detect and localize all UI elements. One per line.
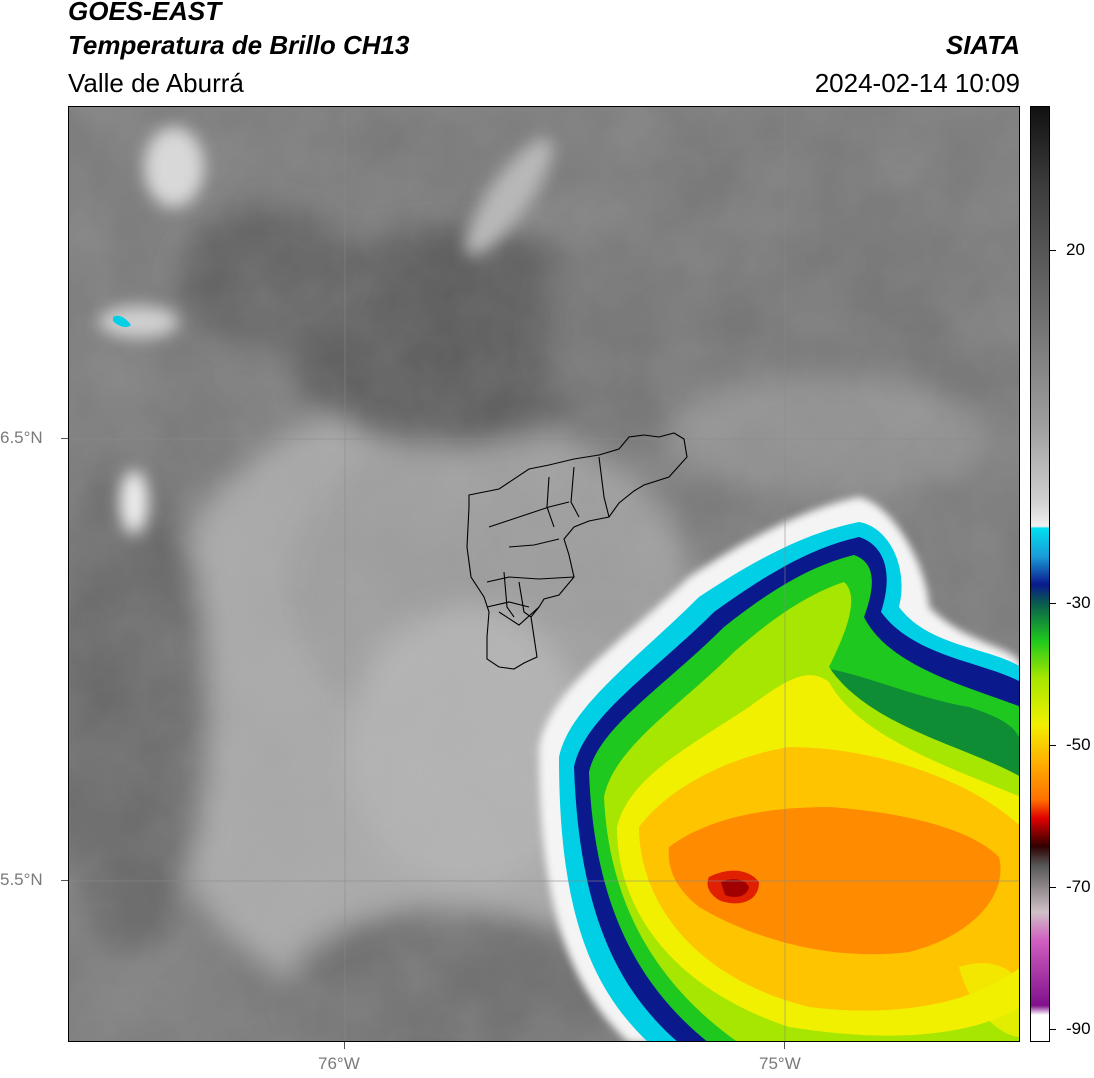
lat-tick-label: 5.5°N (0, 870, 43, 889)
institution-label: SIATA (945, 30, 1020, 60)
satellite-map[interactable] (68, 106, 1020, 1042)
white-streak-north (465, 138, 553, 256)
storm-orange (668, 807, 1001, 955)
cold-spot-northwest (113, 315, 131, 328)
lon-tick-mark (344, 1042, 345, 1049)
colorbar (1030, 106, 1050, 1042)
lat-tick-mark (61, 880, 68, 881)
colorbar-gradient (1031, 107, 1049, 1041)
storm-yellow-patch-east (959, 963, 1019, 1037)
white-streak-nw (144, 127, 204, 207)
colorbar-tick (1050, 887, 1056, 888)
white-spot-west (120, 470, 148, 534)
lon-tick-label: 75°W (759, 1054, 801, 1073)
region-label: Valle de Aburrá (68, 68, 244, 98)
lat-tick-label: 6.5°N (0, 428, 43, 447)
satellite-title: GOES-EAST (68, 0, 222, 26)
aburra-valley-boundaries (466, 432, 688, 670)
lon-tick-label: 76°W (318, 1054, 360, 1073)
colorbar-tick (1050, 250, 1056, 251)
valley-inner-2 (486, 571, 575, 618)
valley-inner-1 (488, 456, 610, 528)
colorbar-label: -30 (1066, 593, 1091, 612)
colorbar-tick (1050, 1029, 1056, 1030)
colorbar-label: -50 (1066, 735, 1091, 754)
colorbar-label: -70 (1066, 877, 1091, 896)
colorbar-tick (1050, 745, 1056, 746)
valley-outline (466, 432, 688, 670)
lon-tick-mark (784, 1042, 785, 1049)
valley-inner-3 (498, 538, 560, 626)
colorbar-label: -90 (1066, 1019, 1091, 1038)
storm-system (539, 497, 1019, 1041)
white-spot-nw (99, 306, 179, 338)
storm-dark-red-core (721, 879, 749, 897)
lat-tick-mark (61, 438, 68, 439)
map-canvas (69, 107, 1019, 1041)
colorbar-tick (1050, 603, 1056, 604)
product-title: Temperatura de Brillo CH13 (68, 30, 410, 60)
colorbar-label: 20 (1066, 240, 1085, 259)
datetime-label: 2024-02-14 10:09 (814, 68, 1020, 98)
gridlines (69, 107, 1019, 1041)
